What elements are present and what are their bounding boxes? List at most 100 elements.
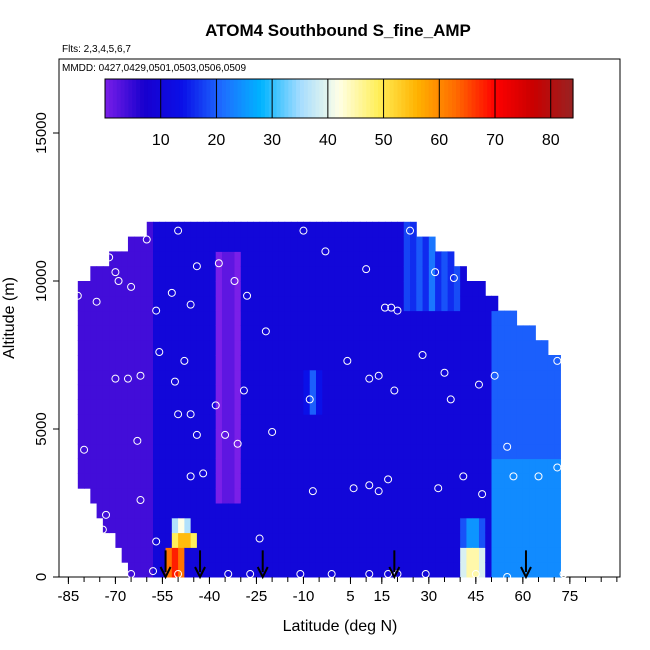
heatmap-cell (497, 369, 505, 386)
heatmap-cell (410, 517, 417, 534)
heatmap-cell (478, 458, 486, 474)
heatmap-cell (190, 399, 198, 415)
heatmap-cell (127, 266, 135, 282)
heatmap-cell (547, 384, 555, 400)
heatmap-cell (272, 251, 279, 267)
heatmap-cell (341, 340, 348, 356)
heatmap-cell (278, 281, 286, 297)
heatmap-cell (121, 295, 129, 312)
heatmap-cell (497, 473, 505, 489)
heatmap-cell (297, 443, 304, 460)
heatmap-cell (253, 414, 261, 430)
heatmap-cell (485, 488, 493, 504)
heatmap-cell (140, 281, 148, 297)
heatmap-cell (491, 503, 499, 519)
heatmap-cell (460, 325, 467, 341)
heatmap-cell (422, 458, 430, 474)
heatmap-cell (303, 251, 311, 267)
heatmap-cell (359, 443, 367, 460)
heatmap-cell (121, 503, 129, 519)
heatmap-cell (121, 251, 129, 267)
heatmap-cell (240, 458, 248, 474)
heatmap-cell (516, 517, 524, 534)
heatmap-cell (284, 562, 292, 578)
colorbar-segment (218, 79, 223, 118)
heatmap-cell (485, 414, 493, 430)
heatmap-cell (384, 369, 392, 386)
heatmap-cell (353, 325, 361, 341)
heatmap-cell (215, 340, 223, 356)
heatmap-cell (328, 399, 336, 415)
colorbar-segment (163, 79, 168, 118)
heatmap-cell (309, 251, 317, 267)
heatmap-cell (466, 355, 474, 371)
heatmap-cell (253, 384, 261, 400)
heatmap-cell (522, 488, 530, 504)
heatmap-cell (535, 517, 543, 534)
heatmap-cell (134, 414, 141, 430)
heatmap-cell (453, 562, 461, 578)
heatmap-cell (228, 310, 236, 326)
heatmap-cell (127, 562, 135, 578)
colorbar-segment (233, 79, 239, 118)
colorbar-segment (526, 79, 531, 118)
heatmap-cell (378, 340, 386, 356)
heatmap-cell (428, 547, 436, 563)
heatmap-cell (146, 414, 154, 430)
heatmap-cell (341, 251, 348, 267)
heatmap-cell (315, 503, 323, 519)
heatmap-cell (190, 517, 198, 534)
heatmap-cell (428, 503, 436, 519)
heatmap-cell (134, 488, 141, 504)
heatmap-cell (372, 251, 380, 267)
heatmap-cell (178, 295, 185, 312)
colorbar-segment (440, 79, 445, 118)
heatmap-cell (347, 517, 355, 534)
heatmap-cell (121, 281, 129, 297)
heatmap-cell (516, 414, 524, 430)
heatmap-cell (516, 488, 524, 504)
heatmap-cell (153, 236, 160, 252)
heatmap-cell (203, 251, 210, 267)
heatmap-cell (290, 547, 298, 563)
heatmap-cell (84, 295, 91, 312)
heatmap-cell (447, 281, 455, 297)
heatmap-cell (384, 503, 392, 519)
heatmap-cell (284, 251, 292, 267)
heatmap-cell (372, 355, 380, 371)
heatmap-cell (253, 458, 261, 474)
heatmap-cell (378, 517, 386, 534)
heatmap-cell (497, 340, 505, 356)
colorbar-segment (491, 79, 496, 118)
heatmap-cell (221, 429, 229, 445)
heatmap-cell (284, 295, 292, 312)
heatmap-cell (422, 281, 430, 297)
heatmap-cell (240, 251, 248, 267)
heatmap-cell (504, 517, 511, 534)
heatmap-cell (378, 532, 386, 548)
heatmap-cell (290, 517, 298, 534)
heatmap-cell (378, 503, 386, 519)
heatmap-cell (334, 281, 342, 297)
heatmap-cell (228, 340, 236, 356)
heatmap-cell (284, 340, 292, 356)
heatmap-cell (297, 266, 304, 282)
heatmap-cell (253, 295, 261, 312)
heatmap-cell (359, 310, 367, 326)
heatmap-cell (378, 325, 386, 341)
heatmap-cell (447, 473, 455, 489)
heatmap-cell (77, 384, 85, 400)
heatmap-cell (221, 443, 229, 460)
heatmap-cell (272, 414, 279, 430)
heatmap-cell (153, 281, 160, 297)
heatmap-cell (209, 281, 217, 297)
heatmap-cell (391, 251, 398, 267)
heatmap-cell (234, 251, 242, 267)
sample-point (114, 277, 123, 285)
heatmap-cell (315, 266, 323, 282)
heatmap-cell (178, 369, 185, 386)
heatmap-cell (485, 503, 493, 519)
heatmap-cell (90, 473, 98, 489)
heatmap-cell (547, 517, 555, 534)
heatmap-cell (272, 266, 279, 282)
